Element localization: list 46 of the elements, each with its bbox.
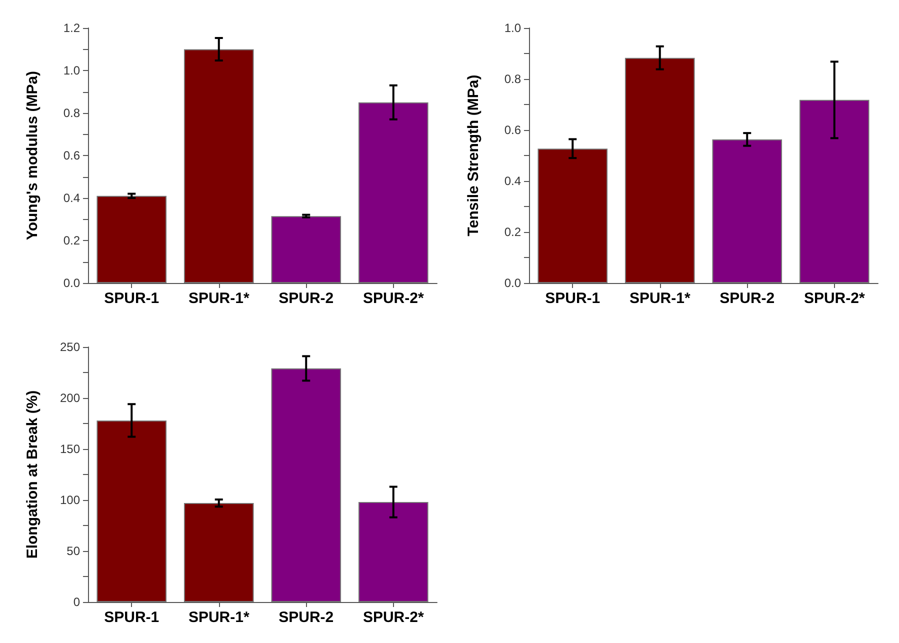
bar xyxy=(184,49,254,283)
bar xyxy=(184,503,254,602)
x-tick-label: SPUR-2* xyxy=(362,290,424,307)
y-tick-label: 0 xyxy=(73,595,80,609)
bar xyxy=(358,502,428,602)
x-tick-label: SPUR-1 xyxy=(545,290,600,307)
bar xyxy=(799,100,870,283)
y-tick-label: 0.8 xyxy=(63,106,80,120)
y-tick-label: 0.0 xyxy=(504,276,522,290)
y-tick-label: 0.0 xyxy=(63,276,80,290)
y-tick-label: 1.2 xyxy=(63,21,80,35)
y-tick-label: 0.6 xyxy=(63,148,80,162)
x-tick-label: SPUR-2* xyxy=(362,609,424,626)
x-tick-label: SPUR-2* xyxy=(804,290,865,307)
y-tick-label: 1.0 xyxy=(504,21,522,35)
x-tick-label: SPUR-2 xyxy=(720,290,775,307)
bar xyxy=(538,148,608,283)
y-tick-label: 0.8 xyxy=(504,72,522,86)
x-tick-label: SPUR-2 xyxy=(278,290,334,307)
bar xyxy=(271,216,342,283)
bar xyxy=(271,368,342,602)
y-tick-label: 0.6 xyxy=(504,123,522,137)
y-axis-title: Elongation at Break (%) xyxy=(24,390,41,559)
x-tick-label: SPUR-2 xyxy=(278,609,334,626)
bar xyxy=(96,196,167,283)
x-tick-label: SPUR-1* xyxy=(629,290,690,307)
y-tick-label: 250 xyxy=(60,340,80,354)
x-tick-label: SPUR-1* xyxy=(188,609,250,626)
y-axis-title: Tensile Strength (MPa) xyxy=(465,74,482,236)
x-tick-label: SPUR-1 xyxy=(104,609,160,626)
bar xyxy=(624,58,695,283)
x-tick-label: SPUR-1* xyxy=(188,290,250,307)
y-tick-label: 200 xyxy=(60,391,80,405)
bar xyxy=(96,420,167,602)
y-tick-label: 0.2 xyxy=(504,225,522,239)
y-tick-label: 1.0 xyxy=(63,64,80,78)
y-tick-label: 0.4 xyxy=(63,191,80,205)
y-tick-label: 0.4 xyxy=(504,174,522,188)
y-tick-label: 100 xyxy=(60,493,80,507)
bar xyxy=(712,139,782,283)
x-tick-label: SPUR-1 xyxy=(104,290,160,307)
y-tick-label: 50 xyxy=(66,544,80,558)
bar xyxy=(358,102,428,283)
y-axis-title: Young's modulus (MPa) xyxy=(24,70,41,240)
y-tick-label: 150 xyxy=(60,442,80,456)
y-tick-label: 0.2 xyxy=(63,234,80,248)
